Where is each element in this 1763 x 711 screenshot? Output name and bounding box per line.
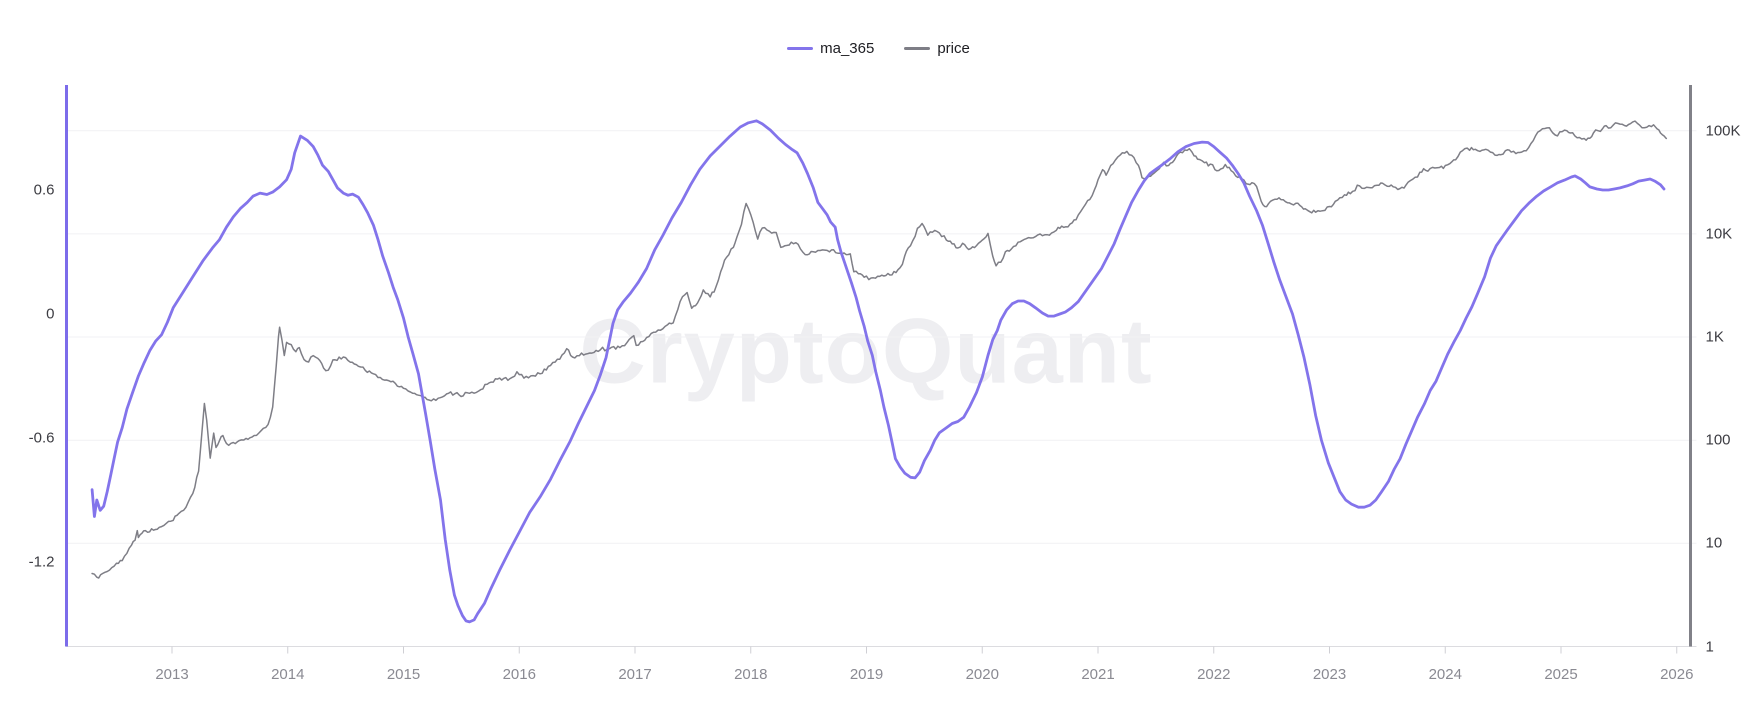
price-line[interactable] — [91, 120, 1668, 579]
legend-item-ma365[interactable]: ma_365 — [787, 41, 874, 56]
ma365-line[interactable] — [90, 119, 1666, 624]
ma365-line-swatch — [787, 47, 814, 50]
legend: ma_365 price — [0, 41, 1757, 56]
legend-label-price: price — [937, 40, 970, 57]
legend-label-ma365: ma_365 — [820, 40, 875, 57]
legend-item-price[interactable]: price — [904, 41, 970, 56]
price-line-swatch — [904, 47, 931, 50]
